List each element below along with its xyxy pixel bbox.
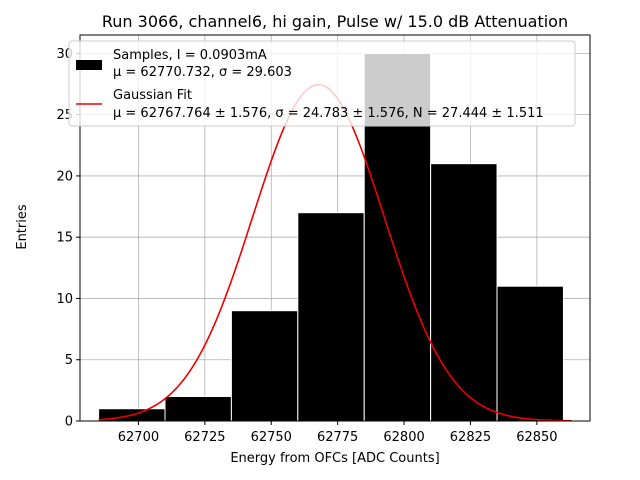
legend: Samples, I = 0.0903mA μ = 62770.732, σ =… <box>68 40 576 127</box>
x-tick-label: 62850 <box>516 430 557 445</box>
y-tick-label: 5 <box>65 353 73 368</box>
histogram-bars <box>98 52 564 422</box>
histogram-bar <box>164 395 232 422</box>
y-tick-label: 10 <box>56 292 73 307</box>
x-axis-label: Energy from OFCs [ADC Counts] <box>230 451 439 466</box>
x-tick-label: 62750 <box>251 430 292 445</box>
x-tick-label: 62800 <box>383 430 424 445</box>
y-tick-label: 15 <box>56 231 73 246</box>
y-axis-label: Entries <box>15 204 30 250</box>
y-tick-label: 0 <box>65 415 73 430</box>
legend-histogram-label: Samples, I = 0.0903mA <box>113 48 267 63</box>
x-tick-label: 62775 <box>317 430 358 445</box>
y-tick-label: 20 <box>56 169 73 184</box>
legend-fit-stats: μ = 62767.764 ± 1.576, σ = 24.783 ± 1.57… <box>113 106 544 121</box>
x-tick-label: 62700 <box>118 430 159 445</box>
legend-histogram-stats: μ = 62770.732, σ = 29.603 <box>113 65 292 80</box>
histogram-bar <box>430 163 498 422</box>
legend-histogram-swatch <box>76 60 102 70</box>
chart-title: Run 3066, channel6, hi gain, Pulse w/ 15… <box>102 12 568 31</box>
histogram-bar <box>496 285 564 422</box>
x-axis-ticks: 62700 62725 62750 62775 62800 62825 62850 <box>118 421 558 445</box>
x-tick-label: 62725 <box>184 430 225 445</box>
plot-frame <box>79 34 591 422</box>
histogram-bar <box>230 310 299 422</box>
legend-fit-label: Gaussian Fit <box>113 88 192 103</box>
legend-box <box>68 40 576 127</box>
x-tick-label: 62825 <box>450 430 491 445</box>
histogram-bar <box>297 212 365 422</box>
